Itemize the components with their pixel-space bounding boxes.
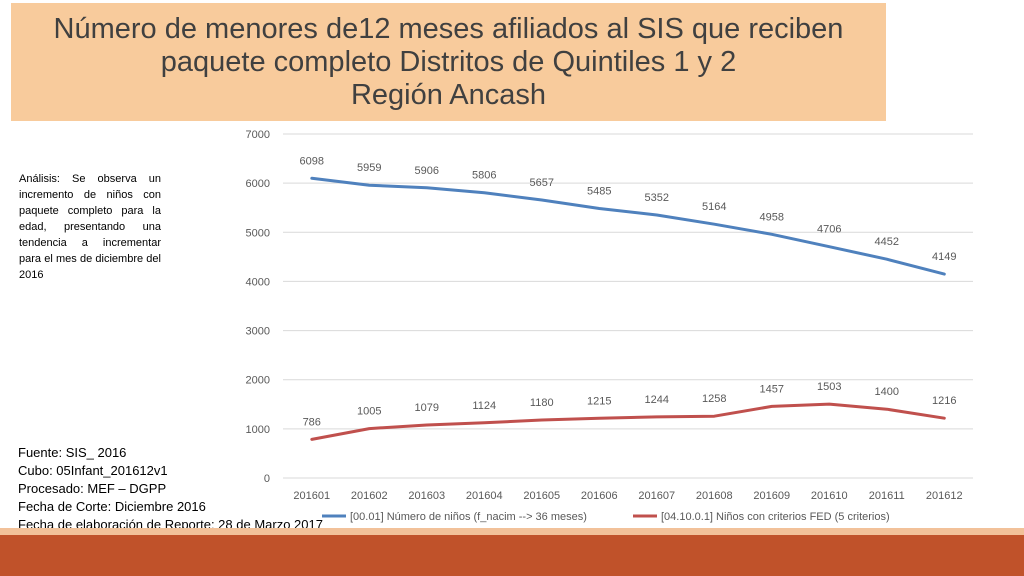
source-notes: Fuente: SIS_ 2016 Cubo: 05Infant_201612v… [18, 444, 348, 534]
data-label: 1503 [817, 381, 841, 393]
data-label: 1258 [702, 393, 726, 405]
x-tick-label: 201610 [811, 490, 848, 502]
data-label: 5485 [587, 185, 611, 197]
title-banner: Número de menores de12 meses afiliados a… [11, 3, 886, 121]
source-line: Fuente: SIS_ 2016 [18, 445, 127, 460]
legend-label-1: [00.01] Número de niños (f_nacim --> 36 … [350, 511, 587, 523]
series-line-2 [310, 402, 946, 441]
data-label: 5959 [357, 162, 381, 174]
data-label: 1457 [760, 383, 784, 395]
y-tick-label: 7000 [246, 129, 270, 141]
footer-bar [0, 535, 1024, 576]
x-tick-label: 201606 [581, 490, 618, 502]
data-label: 5806 [472, 170, 496, 182]
y-tick-label: 4000 [246, 276, 270, 288]
y-tick-label: 5000 [246, 227, 270, 239]
x-tick-label: 201607 [638, 490, 675, 502]
data-label: 1005 [357, 406, 381, 418]
data-label: 6098 [300, 155, 324, 167]
data-label: 4958 [760, 211, 784, 223]
y-tick-label: 1000 [246, 424, 270, 436]
x-tick-label: 201612 [926, 490, 963, 502]
x-tick-label: 201603 [408, 490, 445, 502]
x-tick-label: 201609 [753, 490, 790, 502]
data-label: 1216 [932, 395, 956, 407]
title-line-3: Región Ancash [350, 78, 547, 111]
data-label: 4149 [932, 251, 956, 263]
cutoff-date-line: Fecha de Corte: Diciembre 2016 [18, 499, 206, 514]
data-label: 1124 [472, 400, 496, 412]
x-tick-label: 201608 [696, 490, 733, 502]
y-tick-label: 0 [264, 473, 270, 485]
x-tick-label: 201602 [351, 490, 388, 502]
data-label: 5657 [530, 177, 554, 189]
y-tick-label: 6000 [246, 178, 270, 190]
x-tick-label: 201601 [293, 490, 330, 502]
data-label: 5906 [415, 165, 439, 177]
data-label: 5352 [645, 192, 669, 204]
x-tick-label: 201604 [466, 490, 503, 502]
data-label: 1244 [645, 394, 669, 406]
x-tick-label: 201605 [523, 490, 560, 502]
y-tick-label: 3000 [246, 326, 270, 338]
footer-accent-bar [0, 528, 1024, 535]
processed-line: Procesado: MEF – DGPP [18, 481, 167, 496]
title-line-2: paquete completo Distritos de Quintiles … [160, 45, 737, 78]
data-label: 5164 [702, 201, 726, 213]
cube-line: Cubo: 05Infant_201612v1 [18, 463, 168, 478]
data-label: 1400 [875, 386, 899, 398]
title-line-1: Número de menores de12 meses afiliados a… [53, 12, 844, 45]
data-label: 4452 [875, 236, 899, 248]
data-label: 1215 [587, 395, 611, 407]
legend-label-2: [04.10.0.1] Niños con criterios FED (5 c… [661, 511, 890, 523]
y-tick-label: 2000 [246, 375, 270, 387]
analysis-text: Análisis: Se observa un incremento de ni… [19, 173, 161, 281]
x-tick-label: 201611 [869, 490, 905, 502]
data-label: 1180 [530, 397, 554, 409]
data-label: 4706 [817, 224, 841, 236]
data-label: 1079 [415, 402, 439, 414]
series-line-1 [310, 176, 946, 276]
data-label: 786 [303, 416, 321, 428]
